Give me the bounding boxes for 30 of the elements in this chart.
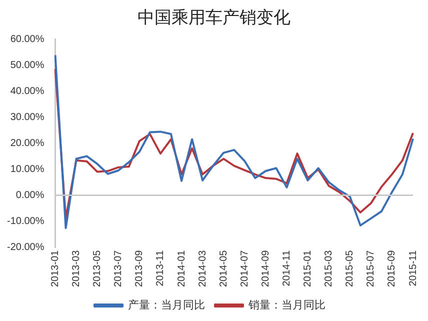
x-tick-label: 2015-01	[302, 250, 314, 288]
x-tick-label: 2014-11	[281, 250, 292, 286]
y-tick-label: 20.00%	[10, 138, 44, 149]
x-tick-label: 2014-05	[218, 250, 230, 288]
y-tick-label: 30.00%	[10, 112, 44, 123]
y-tick-label: 10.00%	[10, 164, 44, 175]
y-tick-label: 60.00%	[10, 34, 44, 45]
y-tick-label: 50.00%	[10, 60, 44, 71]
y-tick-label: -20.00%	[6, 242, 44, 254]
y-tick-label: 0.00%	[16, 190, 44, 201]
legend-label: 产量：当月同比	[128, 298, 205, 312]
x-tick-label: 2015-11	[408, 250, 419, 286]
x-tick-label: 2013-09	[134, 250, 146, 288]
chart-title: 中国乘用车产销变化	[136, 7, 292, 29]
x-tick-label: 2013-11	[155, 250, 166, 286]
x-tick-label: 2013-05	[92, 250, 104, 288]
x-tick-label: 2013-01	[50, 250, 61, 288]
x-tick-label: 2014-03	[197, 250, 208, 288]
legend-label: 销量：当月同比	[248, 298, 326, 312]
x-tick-label: 2013-03	[71, 250, 82, 288]
x-tick-label: 2015-09	[386, 250, 398, 288]
y-tick-label: -10.00%	[6, 216, 44, 228]
y-tick-label: 40.00%	[10, 86, 44, 97]
x-tick-label: 2015-05	[344, 250, 356, 288]
x-tick-label: 2015-03	[324, 250, 335, 288]
x-tick-label: 2014-07	[239, 250, 250, 288]
x-tick-label: 2015-07	[366, 250, 377, 288]
x-tick-label: 2014-01	[176, 250, 188, 288]
x-tick-label: 2014-09	[260, 250, 272, 288]
x-tick-label: 2013-07	[113, 250, 124, 288]
